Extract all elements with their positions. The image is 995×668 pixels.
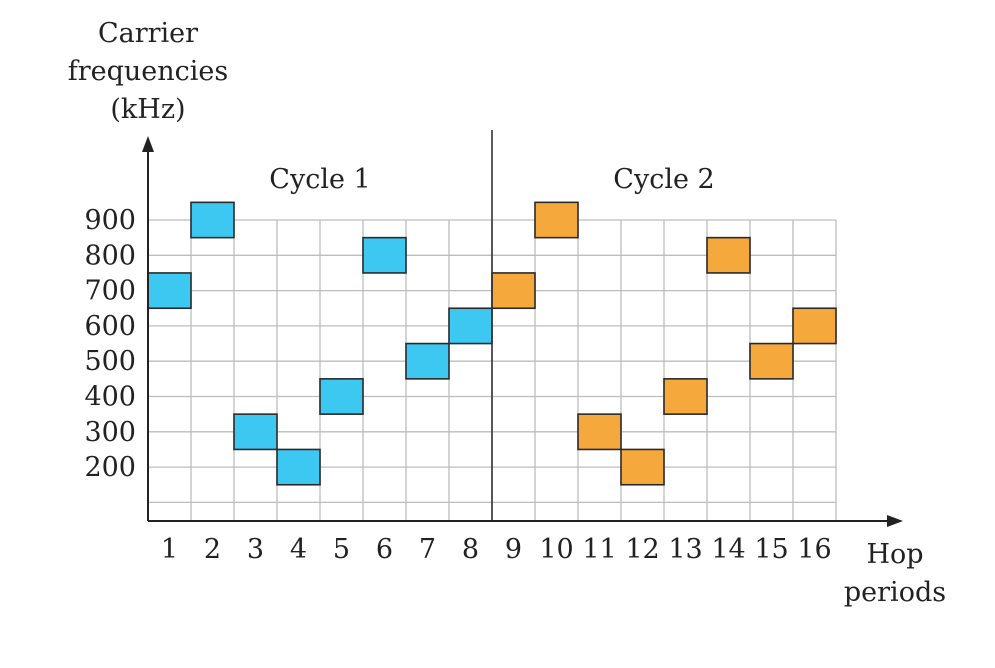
x-axis-title-line: Hop [866,539,923,570]
x-tick-label: 2 [204,534,221,565]
x-tick-label: 11 [582,534,616,565]
y-tick-label: 300 [84,417,136,448]
hop-block-cycle1-period-5 [319,378,364,415]
hop-block-cycle2-period-9 [491,272,536,310]
hop-block-cycle1-period-2 [190,201,235,239]
x-tick-label: 10 [539,534,573,565]
y-axis-arrow [142,136,154,152]
hop-block-cycle2-period-15 [749,342,794,380]
hop-block-cycle2-period-16 [792,307,837,345]
x-tick-label: 16 [797,534,831,565]
x-tick-label: 13 [668,534,702,565]
x-tick-label: 5 [333,534,350,565]
x-tick-label: 1 [161,534,178,565]
cycle-label-2: Cycle 2 [613,164,714,195]
hop-block-cycle1-period-8 [448,307,493,345]
x-tick-label: 8 [462,534,479,565]
x-tick-label: 7 [419,534,436,565]
x-tick-label: 3 [247,534,264,565]
x-tick-label: 15 [754,534,788,565]
x-tick-label: 12 [625,534,659,565]
hop-block-cycle2-period-14 [706,236,751,274]
y-axis-title-line: (kHz) [110,94,185,125]
x-axis-title-line: periods [844,577,946,608]
hop-block-cycle1-period-6 [362,236,407,274]
hop-block-cycle2-period-10 [534,201,579,239]
y-tick-label: 200 [84,452,136,483]
x-axis-arrow [887,515,903,527]
hop-block-cycle2-period-11 [577,413,622,451]
y-axis-title-line: frequencies [68,56,229,87]
y-tick-label: 400 [84,382,136,413]
cycle-label-1: Cycle 1 [269,164,370,195]
hop-block-cycle1-period-3 [233,413,278,451]
y-tick-label: 600 [84,311,136,342]
hop-block-cycle2-period-13 [663,378,708,415]
x-tick-label: 9 [505,534,522,565]
y-tick-label: 900 [84,205,136,236]
hop-block-cycle1-period-4 [276,448,321,486]
hop-block-cycle1-period-7 [405,342,450,380]
y-axis-title-line: Carrier [98,18,198,49]
hop-block-cycle2-period-12 [620,448,665,486]
x-tick-label: 14 [711,534,745,565]
x-tick-label: 6 [376,534,393,565]
y-tick-label: 500 [84,346,136,377]
y-tick-label: 800 [84,240,136,271]
x-tick-label: 4 [290,534,307,565]
y-tick-label: 700 [84,276,136,307]
axes [142,130,903,527]
hop-block-cycle1-period-1 [147,272,192,310]
hop-blocks [147,201,837,486]
